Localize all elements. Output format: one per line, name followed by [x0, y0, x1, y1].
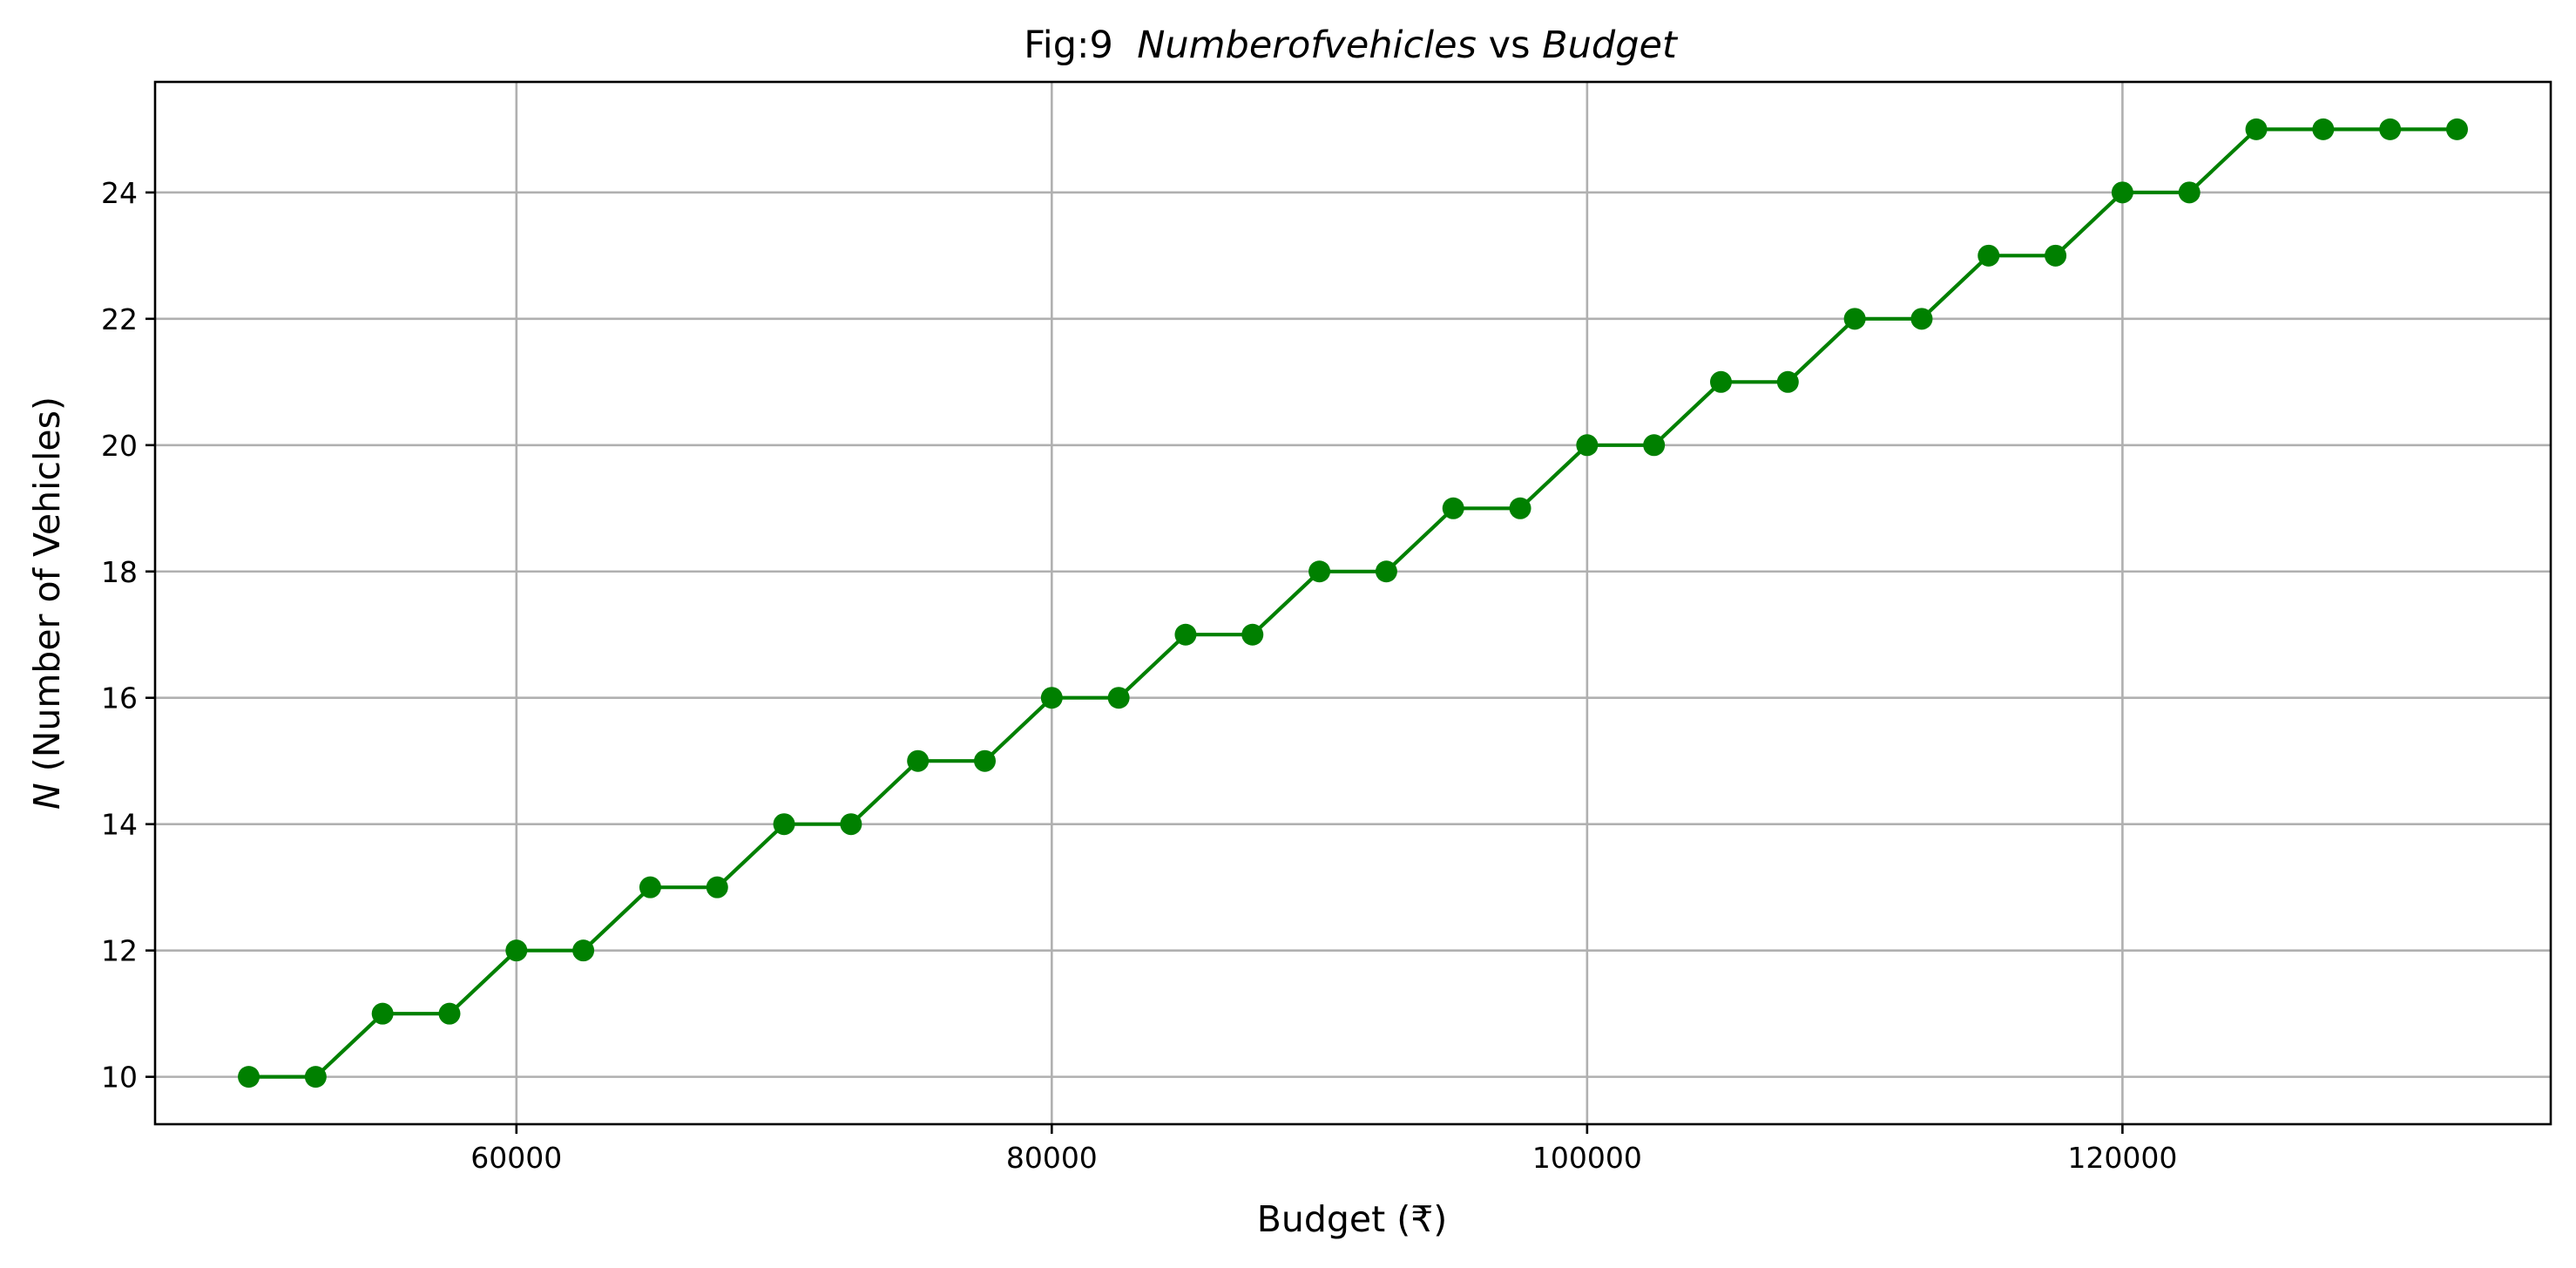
- data-point: [907, 749, 930, 772]
- y-tick-label: 24: [101, 176, 138, 210]
- x-axis-label: Budget (₹): [1257, 1198, 1448, 1240]
- data-point: [1107, 687, 1130, 709]
- data-point: [572, 939, 595, 962]
- title-prefix: Fig:9: [1024, 24, 1137, 67]
- data-point: [1241, 623, 1264, 646]
- data-point: [1308, 560, 1331, 583]
- data-point: [1978, 244, 2000, 267]
- data-point: [974, 749, 997, 772]
- ticks: 60000 80000 100000 120000 10 12 14 16 18 20 22 24: [101, 176, 2177, 1175]
- data-point: [505, 939, 528, 962]
- data-point: [371, 1002, 394, 1025]
- y-tick-label: 10: [101, 1061, 138, 1095]
- data-point: [238, 1066, 260, 1088]
- chart-title: Fig:9 Numberofvehicles vs Budget: [1024, 24, 1679, 67]
- title-term-vehicles: Numberofvehicles: [1137, 24, 1477, 67]
- x-tick-label: 80000: [1006, 1141, 1098, 1175]
- y-axis-label: N (Number of Vehicles): [26, 397, 68, 810]
- data-point: [2312, 118, 2335, 140]
- data-point: [1910, 308, 1933, 330]
- title-vs: vs: [1477, 24, 1542, 67]
- data-point: [2245, 118, 2268, 140]
- series-layer: [238, 118, 2468, 1088]
- data-point: [773, 813, 795, 836]
- data-point: [639, 876, 661, 898]
- y-tick-label: 20: [101, 429, 138, 463]
- x-tick-label: 60000: [470, 1141, 562, 1175]
- y-tick-label: 14: [101, 808, 138, 842]
- y-axis-var: N: [26, 783, 68, 810]
- data-point: [1442, 497, 1464, 519]
- data-point: [1843, 308, 1866, 330]
- data-point: [1509, 497, 1531, 519]
- data-point: [840, 813, 862, 836]
- data-point: [2111, 181, 2133, 204]
- data-point: [2379, 118, 2402, 140]
- data-point: [1643, 434, 1666, 457]
- data-point: [1174, 623, 1197, 646]
- data-point: [438, 1002, 461, 1025]
- data-point: [2445, 118, 2468, 140]
- y-tick-label: 16: [101, 681, 138, 715]
- data-point: [2178, 181, 2201, 204]
- data-point: [1576, 434, 1599, 457]
- data-point: [2045, 244, 2067, 267]
- data-point: [706, 876, 728, 898]
- plot-frame: [153, 80, 2552, 1126]
- y-tick-label: 22: [101, 302, 138, 336]
- series-line: [248, 127, 2458, 1079]
- data-point: [304, 1066, 327, 1088]
- grid: [155, 82, 2551, 1124]
- y-tick-label: 12: [101, 934, 138, 968]
- data-point: [1776, 370, 1799, 393]
- x-tick-label: 120000: [2067, 1141, 2177, 1175]
- x-tick-label: 100000: [1532, 1141, 1642, 1175]
- title-term-budget: Budget: [1542, 24, 1679, 67]
- data-point: [1040, 687, 1063, 709]
- y-tick-label: 18: [101, 555, 138, 589]
- y-axis-desc: (Number of Vehicles): [26, 397, 68, 783]
- data-point: [1709, 370, 1732, 393]
- data-point: [1375, 560, 1397, 583]
